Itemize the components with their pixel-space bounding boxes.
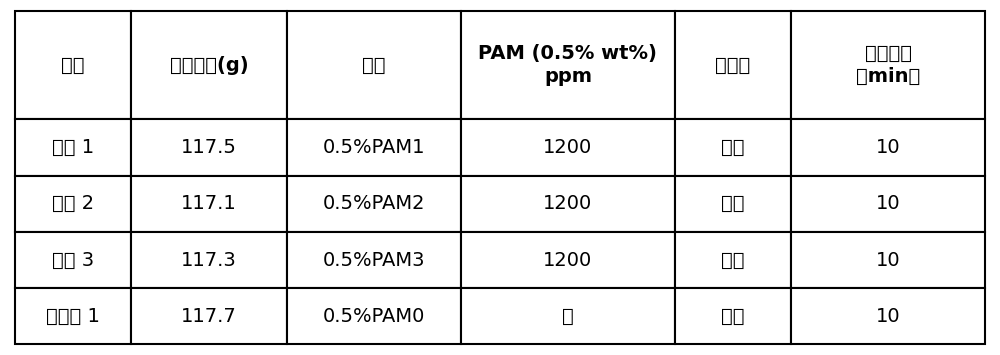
- Bar: [461, 232, 675, 288]
- Text: 117.5: 117.5: [181, 138, 237, 157]
- Bar: [675, 232, 791, 288]
- Bar: [791, 176, 985, 232]
- Text: 泥浆体积(g): 泥浆体积(g): [170, 56, 248, 75]
- Bar: [131, 288, 287, 344]
- Bar: [791, 120, 985, 176]
- Text: 测试 3: 测试 3: [52, 251, 94, 269]
- Text: 种类: 种类: [362, 56, 386, 75]
- Text: 10: 10: [876, 307, 900, 326]
- Text: 石青: 石青: [721, 138, 745, 157]
- Bar: [287, 11, 461, 120]
- Text: 对比例 1: 对比例 1: [46, 307, 100, 326]
- Text: 测试 2: 测试 2: [52, 194, 94, 213]
- Text: 石青: 石青: [721, 307, 745, 326]
- Text: 无: 无: [562, 307, 574, 326]
- Bar: [15, 232, 131, 288]
- Bar: [131, 176, 287, 232]
- Bar: [131, 232, 287, 288]
- Bar: [461, 120, 675, 176]
- Text: 10: 10: [876, 251, 900, 269]
- Bar: [15, 120, 131, 176]
- Bar: [15, 11, 131, 120]
- Bar: [461, 288, 675, 344]
- Bar: [461, 176, 675, 232]
- Text: 石青: 石青: [721, 251, 745, 269]
- Bar: [15, 176, 131, 232]
- Text: 0.5%PAM1: 0.5%PAM1: [323, 138, 425, 157]
- Bar: [791, 232, 985, 288]
- Text: 1200: 1200: [543, 138, 593, 157]
- Text: 搅拌时间
（min）: 搅拌时间 （min）: [856, 44, 920, 86]
- Bar: [675, 11, 791, 120]
- Text: 117.3: 117.3: [181, 251, 237, 269]
- Bar: [675, 120, 791, 176]
- Bar: [287, 120, 461, 176]
- Bar: [287, 176, 461, 232]
- Text: 测试: 测试: [61, 56, 85, 75]
- Text: 10: 10: [876, 138, 900, 157]
- Text: 0.5%PAM3: 0.5%PAM3: [323, 251, 425, 269]
- Bar: [675, 288, 791, 344]
- Text: 0.5%PAM2: 0.5%PAM2: [323, 194, 425, 213]
- Text: 117.7: 117.7: [181, 307, 237, 326]
- Text: PAM (0.5% wt%)
ppm: PAM (0.5% wt%) ppm: [478, 44, 657, 86]
- Text: 1200: 1200: [543, 251, 593, 269]
- Bar: [675, 176, 791, 232]
- Bar: [287, 232, 461, 288]
- Text: 测试 1: 测试 1: [52, 138, 94, 157]
- Text: 10: 10: [876, 194, 900, 213]
- Text: 固化剂: 固化剂: [715, 56, 750, 75]
- Text: 1200: 1200: [543, 194, 593, 213]
- Text: 117.1: 117.1: [181, 194, 237, 213]
- Bar: [131, 120, 287, 176]
- Bar: [287, 288, 461, 344]
- Bar: [461, 11, 675, 120]
- Bar: [791, 288, 985, 344]
- Bar: [791, 11, 985, 120]
- Text: 0.5%PAM0: 0.5%PAM0: [323, 307, 425, 326]
- Text: 石青: 石青: [721, 194, 745, 213]
- Bar: [131, 11, 287, 120]
- Bar: [15, 288, 131, 344]
